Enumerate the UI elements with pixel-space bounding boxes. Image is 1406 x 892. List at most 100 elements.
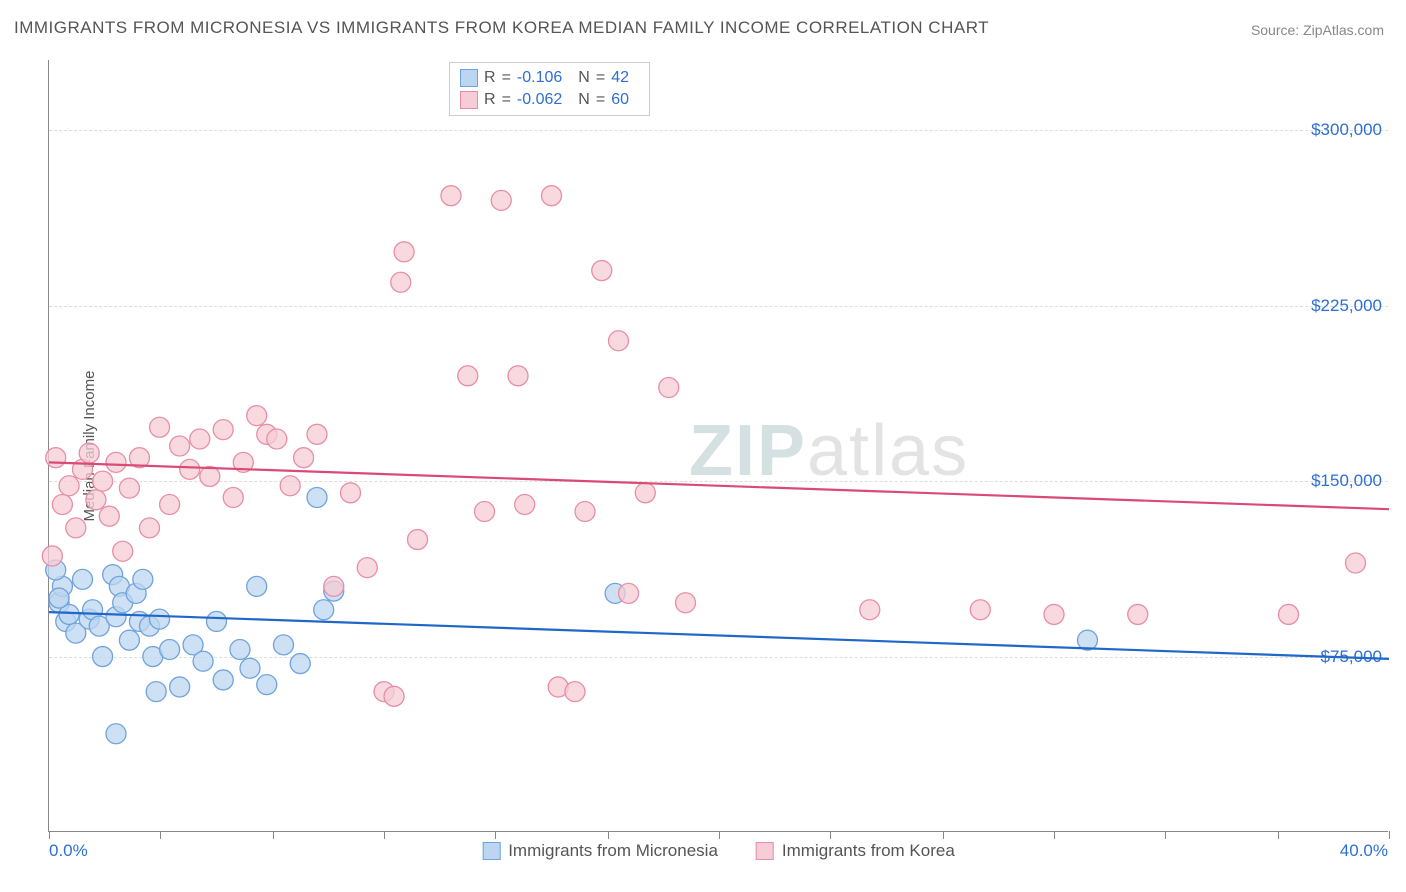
data-point-korea[interactable] bbox=[676, 593, 696, 613]
x-tick bbox=[830, 831, 831, 839]
data-point-micronesia[interactable] bbox=[290, 654, 310, 674]
data-point-korea[interactable] bbox=[491, 190, 511, 210]
data-point-korea[interactable] bbox=[280, 476, 300, 496]
data-point-micronesia[interactable] bbox=[119, 630, 139, 650]
x-tick bbox=[495, 831, 496, 839]
data-point-micronesia[interactable] bbox=[73, 569, 93, 589]
data-point-korea[interactable] bbox=[93, 471, 113, 491]
data-point-korea[interactable] bbox=[1346, 553, 1366, 573]
r-value-micronesia: -0.106 bbox=[517, 67, 562, 89]
data-point-micronesia[interactable] bbox=[257, 675, 277, 695]
data-point-korea[interactable] bbox=[384, 686, 404, 706]
data-point-korea[interactable] bbox=[860, 600, 880, 620]
data-point-korea[interactable] bbox=[200, 466, 220, 486]
data-point-korea[interactable] bbox=[515, 494, 535, 514]
data-point-korea[interactable] bbox=[565, 682, 585, 702]
data-point-korea[interactable] bbox=[190, 429, 210, 449]
data-point-korea[interactable] bbox=[223, 487, 243, 507]
legend-swatch-korea bbox=[756, 842, 774, 860]
data-point-korea[interactable] bbox=[160, 494, 180, 514]
x-tick bbox=[608, 831, 609, 839]
data-point-micronesia[interactable] bbox=[133, 569, 153, 589]
data-point-korea[interactable] bbox=[592, 261, 612, 281]
legend-label-korea: Immigrants from Korea bbox=[782, 841, 955, 861]
data-point-micronesia[interactable] bbox=[146, 682, 166, 702]
stats-row-korea: R=-0.062N=60 bbox=[460, 89, 639, 111]
data-point-korea[interactable] bbox=[458, 366, 478, 386]
x-tick bbox=[160, 831, 161, 839]
x-tick bbox=[1054, 831, 1055, 839]
x-tick bbox=[943, 831, 944, 839]
data-point-korea[interactable] bbox=[213, 420, 233, 440]
stats-row-micronesia: R=-0.106N=42 bbox=[460, 67, 639, 89]
plot-area: $75,000$150,000$225,000$300,000 ZIPatlas… bbox=[48, 60, 1388, 832]
data-point-micronesia[interactable] bbox=[207, 611, 227, 631]
data-point-korea[interactable] bbox=[508, 366, 528, 386]
swatch-micronesia bbox=[460, 69, 478, 87]
data-point-micronesia[interactable] bbox=[170, 677, 190, 697]
data-point-korea[interactable] bbox=[1279, 604, 1299, 624]
data-point-micronesia[interactable] bbox=[150, 609, 170, 629]
series-legend: Immigrants from Micronesia Immigrants fro… bbox=[482, 841, 955, 861]
data-point-korea[interactable] bbox=[1128, 604, 1148, 624]
data-point-korea[interactable] bbox=[970, 600, 990, 620]
data-point-korea[interactable] bbox=[52, 494, 72, 514]
data-point-micronesia[interactable] bbox=[193, 651, 213, 671]
x-tick bbox=[273, 831, 274, 839]
data-point-korea[interactable] bbox=[247, 406, 267, 426]
data-point-micronesia[interactable] bbox=[274, 635, 294, 655]
data-point-korea[interactable] bbox=[140, 518, 160, 538]
data-point-korea[interactable] bbox=[170, 436, 190, 456]
swatch-korea bbox=[460, 91, 478, 109]
source-link[interactable]: ZipAtlas.com bbox=[1303, 22, 1384, 38]
data-point-micronesia[interactable] bbox=[93, 647, 113, 667]
data-point-korea[interactable] bbox=[408, 530, 428, 550]
data-point-korea[interactable] bbox=[357, 558, 377, 578]
legend-item-korea[interactable]: Immigrants from Korea bbox=[756, 841, 955, 861]
data-point-micronesia[interactable] bbox=[307, 487, 327, 507]
data-point-korea[interactable] bbox=[46, 448, 66, 468]
data-point-korea[interactable] bbox=[391, 272, 411, 292]
data-point-korea[interactable] bbox=[324, 576, 344, 596]
data-point-korea[interactable] bbox=[294, 448, 314, 468]
data-point-korea[interactable] bbox=[99, 506, 119, 526]
x-axis-max-label: 40.0% bbox=[1340, 841, 1388, 861]
data-point-korea[interactable] bbox=[394, 242, 414, 262]
data-point-micronesia[interactable] bbox=[49, 588, 69, 608]
data-point-korea[interactable] bbox=[341, 483, 361, 503]
data-point-korea[interactable] bbox=[475, 502, 495, 522]
data-point-korea[interactable] bbox=[79, 443, 99, 463]
data-point-micronesia[interactable] bbox=[106, 724, 126, 744]
data-point-micronesia[interactable] bbox=[240, 658, 260, 678]
data-point-korea[interactable] bbox=[66, 518, 86, 538]
data-point-micronesia[interactable] bbox=[160, 640, 180, 660]
data-point-korea[interactable] bbox=[113, 541, 133, 561]
x-tick bbox=[1389, 831, 1390, 839]
data-point-micronesia[interactable] bbox=[247, 576, 267, 596]
data-point-korea[interactable] bbox=[180, 459, 200, 479]
correlation-chart-container: IMMIGRANTS FROM MICRONESIA VS IMMIGRANTS… bbox=[0, 0, 1406, 892]
data-point-korea[interactable] bbox=[441, 186, 461, 206]
data-point-korea[interactable] bbox=[86, 490, 106, 510]
legend-item-micronesia[interactable]: Immigrants from Micronesia bbox=[482, 841, 718, 861]
data-point-korea[interactable] bbox=[619, 583, 639, 603]
legend-swatch-micronesia bbox=[482, 842, 500, 860]
data-point-korea[interactable] bbox=[106, 452, 126, 472]
data-point-korea[interactable] bbox=[307, 424, 327, 444]
data-point-korea[interactable] bbox=[609, 331, 629, 351]
data-point-korea[interactable] bbox=[150, 417, 170, 437]
data-point-korea[interactable] bbox=[119, 478, 139, 498]
data-point-micronesia[interactable] bbox=[314, 600, 334, 620]
data-point-korea[interactable] bbox=[659, 378, 679, 398]
data-point-korea[interactable] bbox=[575, 502, 595, 522]
data-point-korea[interactable] bbox=[1044, 604, 1064, 624]
data-point-korea[interactable] bbox=[42, 546, 62, 566]
data-point-korea[interactable] bbox=[542, 186, 562, 206]
data-point-micronesia[interactable] bbox=[230, 640, 250, 660]
trend-line-korea bbox=[49, 462, 1389, 509]
legend-label-micronesia: Immigrants from Micronesia bbox=[508, 841, 718, 861]
data-point-korea[interactable] bbox=[635, 483, 655, 503]
data-point-korea[interactable] bbox=[267, 429, 287, 449]
data-point-korea[interactable] bbox=[59, 476, 79, 496]
data-point-micronesia[interactable] bbox=[213, 670, 233, 690]
